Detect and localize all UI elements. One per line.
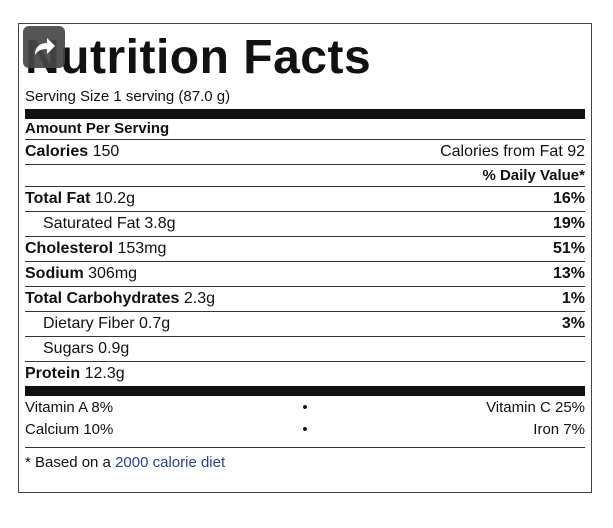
calories-label: Calories <box>25 143 89 160</box>
calories-value: 150 <box>92 143 120 160</box>
calories-from-fat: Calories from Fat 92 <box>440 143 585 160</box>
nutrient-amount: 0.9g <box>98 340 130 357</box>
share-arrow-icon <box>35 38 55 55</box>
nutrient-label: Protein <box>25 365 81 382</box>
nutrient-row: Dietary Fiber 0.7g 3% <box>25 311 585 336</box>
bullet-dot: • <box>302 398 308 416</box>
nutrient-label: Sodium <box>25 265 84 282</box>
nutrient-amount: 10.2g <box>94 190 135 207</box>
nutrient-label: Cholesterol <box>25 240 114 257</box>
serving-size: Serving Size 1 serving (87.0 g) <box>25 88 231 105</box>
footnote: * Based on a 2000 calorie diet <box>25 447 585 471</box>
amount-per-serving: Amount Per Serving <box>25 120 170 137</box>
nutrient-row: Total Fat 10.2g 16% <box>25 186 585 211</box>
bullet-dot: • <box>302 420 308 438</box>
nutrient-row: Cholesterol 153mg 51% <box>25 236 585 261</box>
calorie-diet-link[interactable]: 2000 calorie diet <box>115 454 226 471</box>
nutrient-row: Protein 12.3g <box>25 361 585 386</box>
daily-value-header: % Daily Value* <box>25 164 585 186</box>
nutrient-percent: 3% <box>561 315 585 332</box>
nutrient-amount: 12.3g <box>84 365 125 382</box>
nutrient-row: Saturated Fat 3.8g 19% <box>25 211 585 236</box>
nutrient-amount: 2.3g <box>183 290 215 307</box>
nutrient-row: Sodium 306mg 13% <box>25 261 585 286</box>
divider-thick <box>25 386 585 396</box>
nutrient-label: Dietary Fiber <box>43 315 135 332</box>
share-button[interactable] <box>23 26 65 68</box>
nutrient-amount: 153mg <box>117 240 167 257</box>
vitamin-right: Vitamin C 25% <box>486 398 585 416</box>
nutrient-percent: 19% <box>552 215 585 232</box>
nutrient-label: Total Carbohydrates <box>25 290 180 307</box>
vitamin-left: Vitamin A 8% <box>25 398 114 416</box>
label-title: Nutrition Facts <box>25 31 372 84</box>
calories-row: Calories 150 Calories from Fat 92 <box>25 139 585 164</box>
nutrient-amount: 0.7g <box>139 315 171 332</box>
nutrient-percent: 51% <box>552 240 585 257</box>
nutrient-label: Saturated Fat <box>43 215 140 232</box>
vitamin-row: Vitamin A 8% • Vitamin C 25% <box>25 396 585 418</box>
footnote-prefix: * Based on a <box>25 454 116 471</box>
vitamin-row: Calcium 10% • Iron 7% <box>25 418 585 440</box>
nutrient-row: Total Carbohydrates 2.3g 1% <box>25 286 585 311</box>
nutrient-amount: 3.8g <box>144 215 176 232</box>
divider-thick <box>25 109 585 119</box>
nutrient-percent: 1% <box>561 290 585 307</box>
nutrient-row: Sugars 0.9g <box>25 336 585 361</box>
nutrient-label: Sugars <box>43 340 94 357</box>
nutrient-amount: 306mg <box>88 265 138 282</box>
nutrient-label: Total Fat <box>25 190 91 207</box>
nutrition-label: Nutrition Facts Serving Size 1 serving (… <box>18 23 592 493</box>
nutrient-percent: 13% <box>552 265 585 282</box>
vitamin-right: Iron 7% <box>533 420 585 438</box>
nutrient-percent: 16% <box>552 190 585 207</box>
vitamin-left: Calcium 10% <box>25 420 114 438</box>
